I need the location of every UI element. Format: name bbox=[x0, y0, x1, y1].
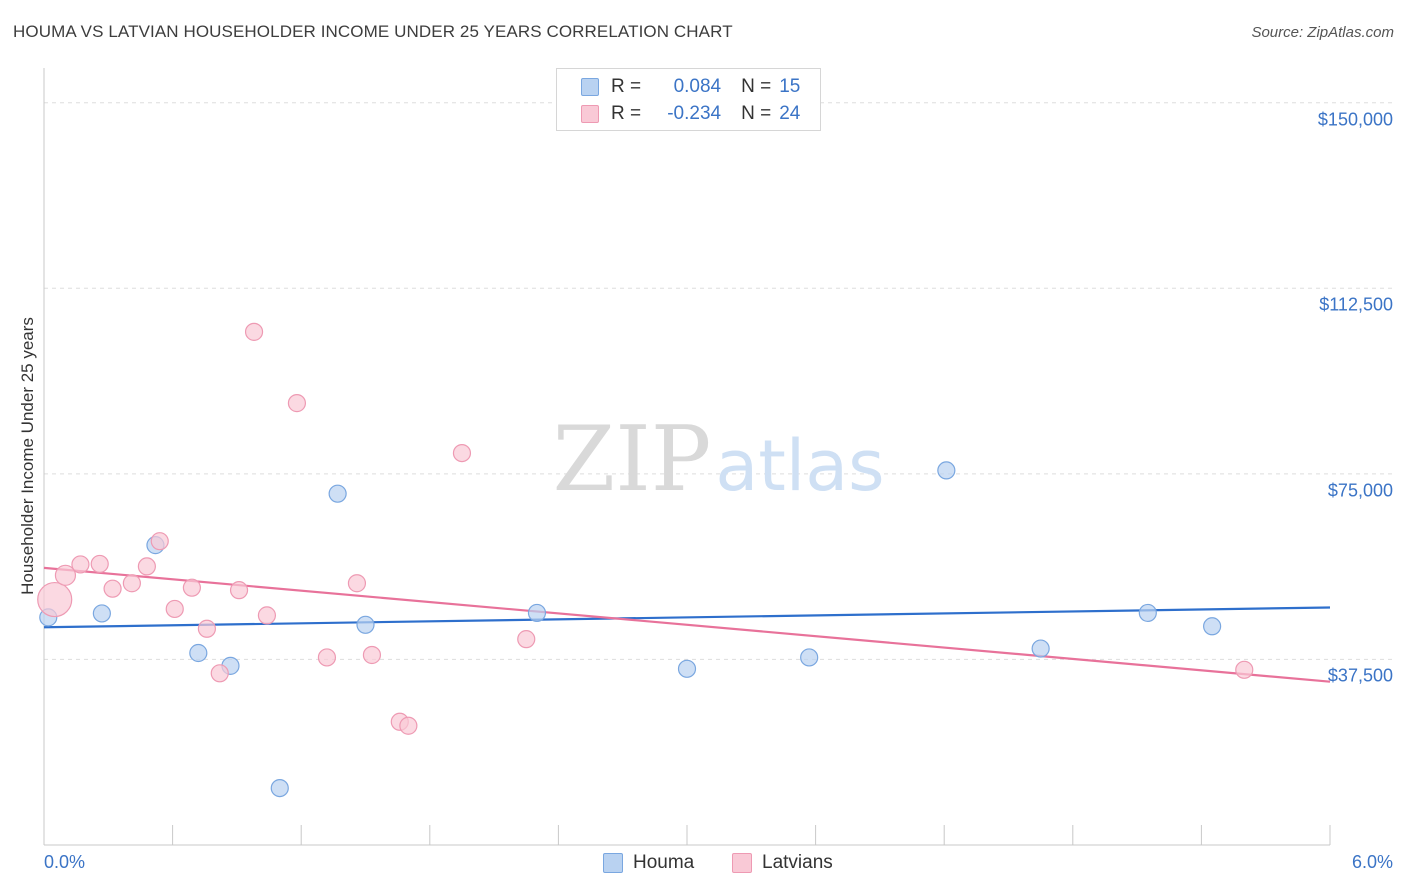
houma-legend-swatch bbox=[603, 853, 623, 873]
x-tick-label-end: 6.0% bbox=[1351, 852, 1393, 872]
houma-point bbox=[800, 648, 819, 667]
n-value: 15 bbox=[779, 76, 801, 97]
axes bbox=[43, 68, 1331, 846]
latvians-point bbox=[182, 578, 201, 597]
y-tick-label: $112,500 bbox=[1319, 294, 1393, 315]
watermark: ZIP atlas bbox=[553, 407, 885, 512]
houma-point bbox=[189, 643, 208, 663]
houma-point bbox=[356, 615, 375, 634]
houma-point bbox=[677, 659, 697, 678]
latvians-point bbox=[210, 664, 229, 683]
latvians-point bbox=[517, 630, 536, 649]
r-label: R = bbox=[611, 76, 642, 97]
latvians-point bbox=[71, 555, 90, 574]
latvians-point bbox=[229, 581, 249, 600]
y-tick-label: $75,000 bbox=[1327, 480, 1393, 501]
data-points bbox=[37, 322, 1254, 798]
latvians-point bbox=[347, 574, 367, 593]
latvians-point bbox=[399, 716, 418, 735]
latvians-point bbox=[90, 554, 109, 574]
houma-trend-line bbox=[43, 606, 1331, 629]
houma-point bbox=[1138, 603, 1157, 623]
latvians-point bbox=[317, 648, 337, 667]
latvians-legend-label: Latvians bbox=[762, 852, 833, 873]
latvians-point bbox=[1235, 660, 1254, 679]
houma-point bbox=[92, 604, 111, 623]
correlation-legend: R = 0.084 N = 15 R = -0.234 N = 24 bbox=[556, 68, 821, 131]
legend-row-houma: R = 0.084 N = 15 bbox=[581, 75, 800, 99]
houma-point bbox=[1203, 617, 1222, 636]
legend-item-houma: Houma bbox=[603, 852, 694, 874]
r-value: -0.234 bbox=[667, 103, 722, 124]
latvians-point bbox=[54, 564, 77, 586]
legend-item-latvians: Latvians bbox=[732, 852, 833, 874]
x-tick-label-start: 0.0% bbox=[44, 852, 86, 872]
latvians-legend-swatch bbox=[732, 853, 752, 873]
grid-lines bbox=[44, 102, 1395, 660]
latvians-point bbox=[287, 394, 307, 413]
houma-point bbox=[270, 778, 289, 798]
latvians-swatch bbox=[581, 105, 599, 123]
source-credit: Source: ZipAtlas.com bbox=[1251, 24, 1394, 41]
latvians-point bbox=[165, 599, 184, 619]
latvians-point bbox=[103, 579, 122, 598]
watermark-atlas: atlas bbox=[715, 425, 884, 507]
y-tick-label: $37,500 bbox=[1327, 665, 1393, 686]
chart-title: HOUMA VS LATVIAN HOUSEHOLDER INCOME UNDE… bbox=[13, 22, 733, 41]
houma-point bbox=[328, 484, 347, 503]
houma-legend-label: Houma bbox=[633, 852, 695, 873]
latvians-point bbox=[244, 322, 264, 341]
r-value: 0.084 bbox=[673, 76, 722, 97]
r-label: R = bbox=[611, 103, 642, 124]
houma-point bbox=[527, 603, 547, 623]
latvians-point bbox=[452, 443, 472, 463]
latvians-point bbox=[37, 581, 73, 618]
latvians-point bbox=[137, 557, 156, 576]
n-label: N = bbox=[741, 76, 772, 97]
latvians-trend-line bbox=[43, 566, 1331, 683]
n-value: 24 bbox=[779, 103, 801, 124]
y-tick-label: $150,000 bbox=[1317, 109, 1393, 130]
houma-point bbox=[937, 461, 956, 480]
houma-swatch bbox=[581, 78, 599, 96]
trend-lines bbox=[43, 566, 1331, 683]
latvians-point bbox=[362, 645, 382, 665]
latvians-point bbox=[197, 619, 216, 638]
watermark-zip: ZIP bbox=[553, 407, 712, 512]
latvians-point bbox=[122, 574, 141, 593]
n-label: N = bbox=[741, 103, 772, 124]
latvians-point bbox=[150, 532, 169, 551]
houma-point bbox=[1031, 639, 1050, 658]
legend-row-latvians: R = -0.234 N = 24 bbox=[581, 102, 800, 126]
latvians-point bbox=[257, 606, 277, 625]
